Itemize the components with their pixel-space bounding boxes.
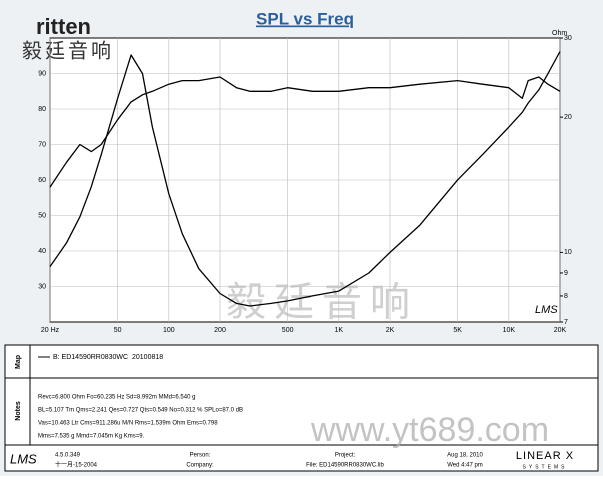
footer-brand: LINEAR X [516,450,574,462]
panel-frame [4,344,599,472]
footer-time: Wed 4:47 pm [447,463,483,469]
y-tick-label: 80 [38,106,46,113]
y2-tick-label: 20 [564,114,572,121]
x-tick-label: 1K [335,327,344,334]
x-tick-label: 500 [282,327,294,334]
chart-title: SPL vs Freq [256,9,354,28]
y-tick-label: 40 [38,248,46,255]
watermark-url: www.yt689.com [310,411,549,449]
y2-label: Ohm [552,30,567,37]
note-line: Vas=10.463 Ltr Cms=911.286u M/N Rms=1.53… [38,421,218,427]
legend-entry: B: ED14590RR0830WC [53,354,128,361]
y-tick-label: 70 [38,141,46,148]
footer-company: Company: [186,463,214,469]
logo: ritten [36,14,91,39]
x-tick-label: 2K [386,327,395,334]
x-tick-label: 100 [163,327,175,334]
map-label: Map [15,355,22,369]
legend-date: 20100818 [132,354,163,361]
footer-date: Aug 18, 2010 [447,453,483,459]
logo-cn: 毅廷音响 [22,39,114,62]
x-tick-label: 50 [114,327,122,334]
y-tick-label: 50 [38,212,46,219]
footer-app: LMS [10,451,37,466]
y2-tick-label: 10 [564,249,572,256]
y-tick-label: 90 [38,70,46,77]
notes-label: Notes [15,401,22,421]
corner-label: LMS [535,304,558,316]
note-line: Revc=6.800 Ohm Fo=60.235 Hz Sd=8.992m MM… [38,395,195,401]
y2-tick-label: 7 [564,319,568,326]
x-tick-label: 20 Hz [41,327,60,334]
watermark: 毅廷音响 [226,281,418,325]
footer-build: 十一月-15-2004 [55,461,98,469]
footer-file: File: ED14590RR0830WC.lib [306,463,384,469]
y2-tick-label: 9 [564,270,568,277]
x-tick-label: 20K [554,327,567,334]
note-line: BL=5.107 Tm Qms=2.241 Qes=0.727 Qts=0.54… [38,408,243,414]
note-line: Mms=7.535 g Mmd=7.045m Kg Kms=9. [38,434,145,440]
y-tick-label: 30 [38,283,46,290]
y2-tick-label: 8 [564,293,568,300]
x-tick-label: 5K [453,327,462,334]
x-tick-label: 200 [214,327,226,334]
footer-person: Person: [190,453,211,459]
footer-brand-sub: SYSTEMS [523,464,568,470]
x-tick-label: 10K [503,327,516,334]
footer-project: Project: [335,453,356,459]
footer-version: 4.5.0.349 [55,453,81,459]
series-line [49,76,561,188]
y-tick-label: 60 [38,177,46,184]
bottom-panel: Map Notes B: ED14590RR0830WC 20100818 Re… [4,344,599,472]
y2-tick-label: 30 [564,35,572,42]
series-line [49,51,561,307]
